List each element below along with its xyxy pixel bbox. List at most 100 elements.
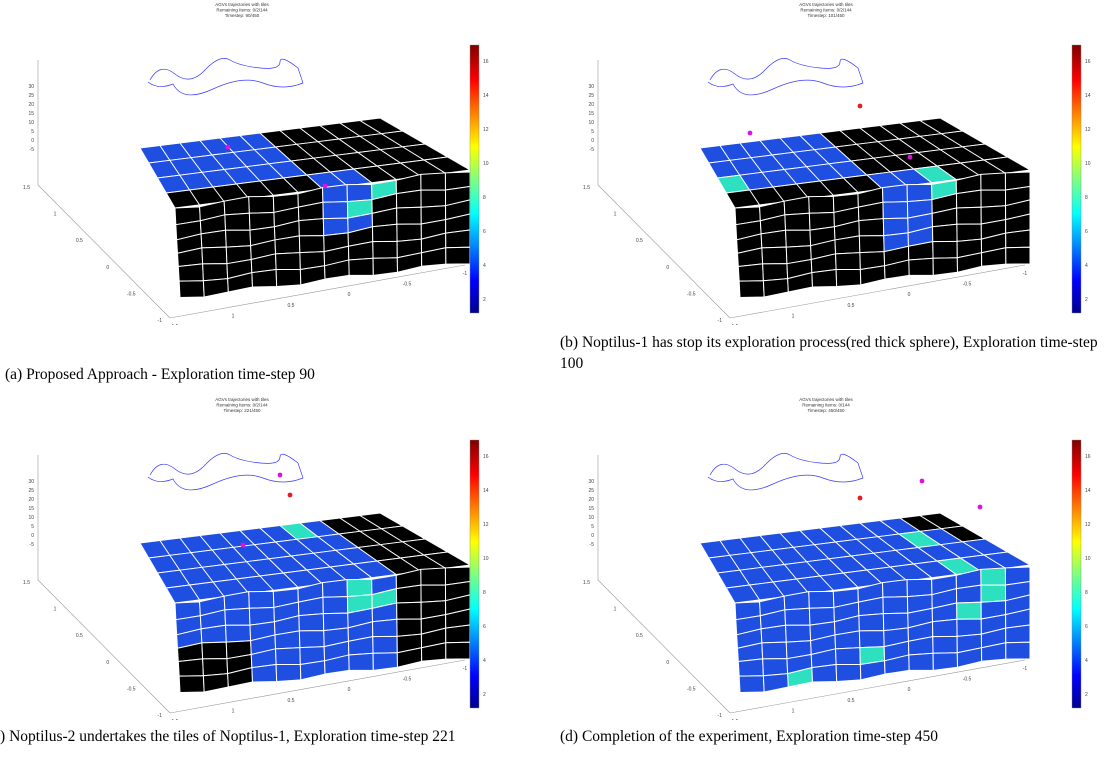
z-tick-label: -5 bbox=[30, 147, 35, 153]
surface-tile bbox=[275, 663, 302, 682]
y-tick-label: 0 bbox=[106, 660, 109, 666]
z-tick-label: 10 bbox=[28, 515, 34, 521]
z-tick-label: 30 bbox=[28, 479, 34, 485]
surface-tile bbox=[811, 268, 838, 288]
y-tick-label: -1 bbox=[158, 713, 163, 719]
x-tick-label: 1 bbox=[792, 313, 795, 319]
surface-tile bbox=[224, 607, 251, 626]
panel-b: AGVs trajectories with tiles Remaining It… bbox=[560, 0, 1112, 325]
surface-tile bbox=[858, 218, 885, 237]
agent-trajectory bbox=[707, 453, 864, 491]
z-tick-label: 20 bbox=[28, 102, 34, 108]
surface-tile bbox=[784, 607, 811, 626]
surface-tile bbox=[202, 263, 229, 282]
colorbar-tick-label: 2 bbox=[483, 297, 486, 303]
colorbar-tick-label: 14 bbox=[1085, 488, 1091, 494]
x-tick-label: 0 bbox=[908, 292, 911, 298]
x-tick-label: 0.5 bbox=[848, 698, 855, 704]
surface-tile bbox=[858, 630, 885, 649]
z-tick-label: 25 bbox=[588, 93, 594, 99]
surface-tile bbox=[762, 658, 789, 677]
surface-tile bbox=[835, 647, 861, 666]
surface-tile bbox=[1005, 624, 1031, 644]
y-tick-label: -0.5 bbox=[687, 686, 696, 692]
surface-tile bbox=[932, 240, 958, 259]
colorbar-tick-label: 4 bbox=[483, 658, 486, 664]
surface-tile bbox=[396, 206, 422, 225]
surface-tile bbox=[982, 551, 1032, 569]
colorbar-tick-label: 14 bbox=[1085, 93, 1091, 99]
colorbar bbox=[469, 44, 480, 314]
surface-tile bbox=[956, 206, 982, 225]
agent-marker bbox=[907, 154, 913, 160]
surface-tile bbox=[784, 212, 811, 231]
surface-tile bbox=[445, 246, 471, 265]
surface-tile bbox=[859, 265, 886, 286]
colorbar-tick-label: 16 bbox=[1085, 59, 1091, 65]
colorbar-tick-label: 2 bbox=[1085, 692, 1088, 698]
surface-tile bbox=[251, 663, 278, 683]
surface-tile bbox=[956, 618, 982, 637]
surface-tile bbox=[298, 630, 325, 649]
colorbar-tick-label: 12 bbox=[483, 522, 489, 528]
z-tick-label: 5 bbox=[31, 524, 34, 530]
surface-tile bbox=[980, 567, 1006, 586]
colorbar-tick-label: 10 bbox=[1085, 556, 1091, 562]
y-tick-label: 1.5 bbox=[583, 185, 590, 191]
surface-tile bbox=[737, 658, 764, 677]
colorbar-tick-label: 12 bbox=[483, 127, 489, 133]
surface-tile bbox=[248, 590, 275, 609]
plot-header-line: Timestep: 450/450 bbox=[807, 408, 845, 413]
x-tick-label: -0.5 bbox=[963, 677, 972, 683]
surface-tile bbox=[931, 223, 958, 243]
caption-d: (d) Completion of the experiment, Explor… bbox=[560, 728, 938, 745]
surface-tile bbox=[275, 647, 301, 666]
surface-tile bbox=[858, 613, 885, 632]
surface-tile bbox=[835, 268, 862, 287]
y-tick-label: 1.5 bbox=[23, 185, 30, 191]
agent-marker bbox=[977, 504, 983, 510]
surface-tile bbox=[372, 652, 399, 671]
surface-tile bbox=[348, 652, 374, 671]
surface-tile bbox=[762, 263, 789, 282]
colorbar-tick-label: 10 bbox=[1085, 161, 1091, 167]
colorbar bbox=[1071, 439, 1082, 709]
z-tick-label: 5 bbox=[591, 524, 594, 530]
plot-header-line: Remaining Items: 0/2/144 bbox=[216, 403, 268, 408]
surface-tile bbox=[177, 263, 204, 282]
surface-tile bbox=[808, 590, 835, 609]
surface-tile bbox=[371, 223, 398, 243]
surface-tile bbox=[1005, 246, 1031, 265]
colorbar-tick-label: 8 bbox=[1085, 590, 1088, 596]
y-tick-label: 1 bbox=[614, 212, 617, 218]
colorbar-tick-label: 4 bbox=[1085, 658, 1088, 664]
colorbar bbox=[469, 439, 480, 709]
surface-tile bbox=[248, 195, 275, 214]
x-tick-label: -0.5 bbox=[403, 677, 412, 683]
caption-a: (a) Proposed Approach - Exploration time… bbox=[5, 366, 315, 383]
y-tick-label: -0.5 bbox=[127, 686, 136, 692]
surface-tile bbox=[1005, 641, 1031, 660]
surface-tile bbox=[420, 567, 446, 586]
agent-marker bbox=[322, 183, 328, 189]
surface-tile bbox=[445, 641, 471, 660]
x-tick-label: 0.5 bbox=[848, 303, 855, 309]
surface-tile bbox=[299, 660, 326, 681]
surface-tile bbox=[932, 635, 958, 654]
colorbar-tick-label: 14 bbox=[483, 93, 489, 99]
x-tick-label: 0.5 bbox=[288, 303, 295, 309]
panel-c: AGVs trajectories with tiles Remaining It… bbox=[0, 395, 552, 720]
x-tick-label: -1 bbox=[1023, 271, 1028, 277]
z-tick-label: 10 bbox=[28, 120, 34, 126]
y-tick-label: -1 bbox=[718, 318, 723, 324]
x-tick-label: -1 bbox=[1023, 666, 1028, 672]
colorbar-tick-label: 6 bbox=[1085, 624, 1088, 630]
agent-marker bbox=[747, 130, 753, 136]
colorbar-tick-label: 4 bbox=[1085, 263, 1088, 269]
surface-tile bbox=[982, 156, 1032, 174]
y-tick-label: 1 bbox=[54, 212, 57, 218]
colorbar-tick-label: 6 bbox=[1085, 229, 1088, 235]
x-tick-label: 1.5 bbox=[732, 324, 739, 325]
